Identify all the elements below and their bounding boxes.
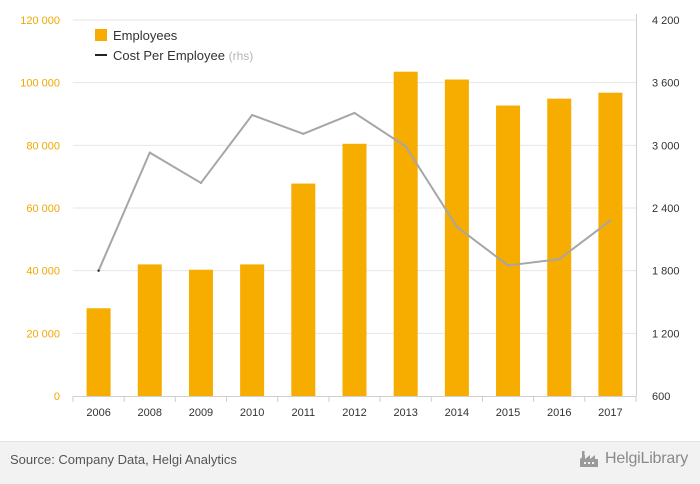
y-left-tick-label: 0 (54, 391, 60, 403)
x-tick-label: 2010 (240, 407, 264, 419)
bar-employees-2013 (393, 71, 418, 396)
y-right-tick-label: 2 400 (652, 203, 680, 215)
y-right-tick-label: 3 600 (652, 78, 680, 90)
legend-swatch-employees (95, 29, 107, 41)
point-cost-per-employee-2016 (558, 257, 561, 261)
legend-rhs-note: (rhs) (229, 49, 254, 63)
legend-series-name: Cost Per Employee (113, 48, 229, 63)
y-left-tick-label: 60 000 (26, 203, 60, 215)
bar-employees-2008 (137, 264, 162, 396)
x-tick-label: 2011 (291, 407, 315, 419)
legend-label-cost-per-employee: Cost Per Employee (rhs) (113, 48, 253, 63)
point-cost-per-employee-2015 (506, 264, 510, 267)
bar-employees-2015 (496, 105, 521, 396)
bar-employees-2016 (547, 98, 572, 396)
y-right-tick-label: 600 (652, 391, 670, 403)
x-tick-label: 2006 (86, 407, 110, 419)
y-left-tick-label: 100 000 (20, 78, 60, 90)
point-cost-per-employee-2012 (353, 111, 356, 115)
x-tick-label: 2015 (496, 407, 520, 419)
point-cost-per-employee-2011 (302, 132, 305, 136)
point-cost-per-employee-2010 (250, 113, 254, 117)
point-cost-per-employee-2014 (455, 225, 459, 228)
y-left-tick-label: 80 000 (26, 140, 60, 152)
x-tick-label: 2012 (342, 407, 366, 419)
y-left-tick-label: 20 000 (26, 328, 60, 340)
point-cost-per-employee-2009 (199, 181, 203, 185)
x-tick-label: 2014 (445, 407, 469, 419)
brand-logo[interactable]: HelgiLibrary (579, 450, 688, 468)
brand-text: HelgiLibrary (605, 450, 688, 467)
bar-employees-2014 (444, 79, 469, 397)
y-left-tick-label: 120 000 (20, 15, 60, 27)
footer: Source: Company Data, Helgi Analytics He… (0, 441, 700, 484)
bar-employees-2011 (291, 183, 316, 396)
x-tick-label: 2013 (393, 407, 417, 419)
x-tick-label: 2008 (138, 407, 162, 419)
combo-chart: 0 600 20 000 1 200 40 000 1 800 60 000 2 400 80 … (20, 14, 680, 419)
bar-employees-2009 (188, 269, 213, 396)
y-right-tick-label: 4 200 (652, 15, 680, 27)
y-right-tick-label: 1 800 (652, 266, 680, 278)
legend-label-employees: Employees (113, 28, 178, 43)
y-right-tick-label: 1 200 (652, 328, 680, 340)
bar-employees-2017 (598, 92, 623, 397)
factory-icon (580, 451, 599, 467)
x-tick-label: 2009 (189, 407, 213, 419)
bar-employees-2006 (86, 308, 111, 396)
point-cost-per-employee-2017 (609, 219, 612, 222)
x-tick-label: 2016 (547, 407, 571, 419)
bar-employees-2012 (342, 143, 367, 396)
y-left-tick-label: 40 000 (26, 266, 60, 278)
point-cost-per-employee-2008 (148, 151, 151, 154)
y-right-tick-label: 3 000 (652, 140, 680, 152)
bar-employees-2010 (240, 264, 265, 396)
source-text: Source: Company Data, Helgi Analytics (10, 452, 237, 467)
x-tick-label: 2017 (598, 407, 622, 419)
point-cost-per-employee-2013 (404, 145, 407, 148)
